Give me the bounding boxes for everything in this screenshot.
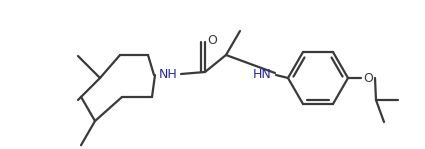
Text: O: O [363, 72, 373, 84]
Text: NH: NH [159, 69, 177, 82]
Text: HN: HN [252, 69, 272, 82]
Text: O: O [207, 35, 217, 48]
